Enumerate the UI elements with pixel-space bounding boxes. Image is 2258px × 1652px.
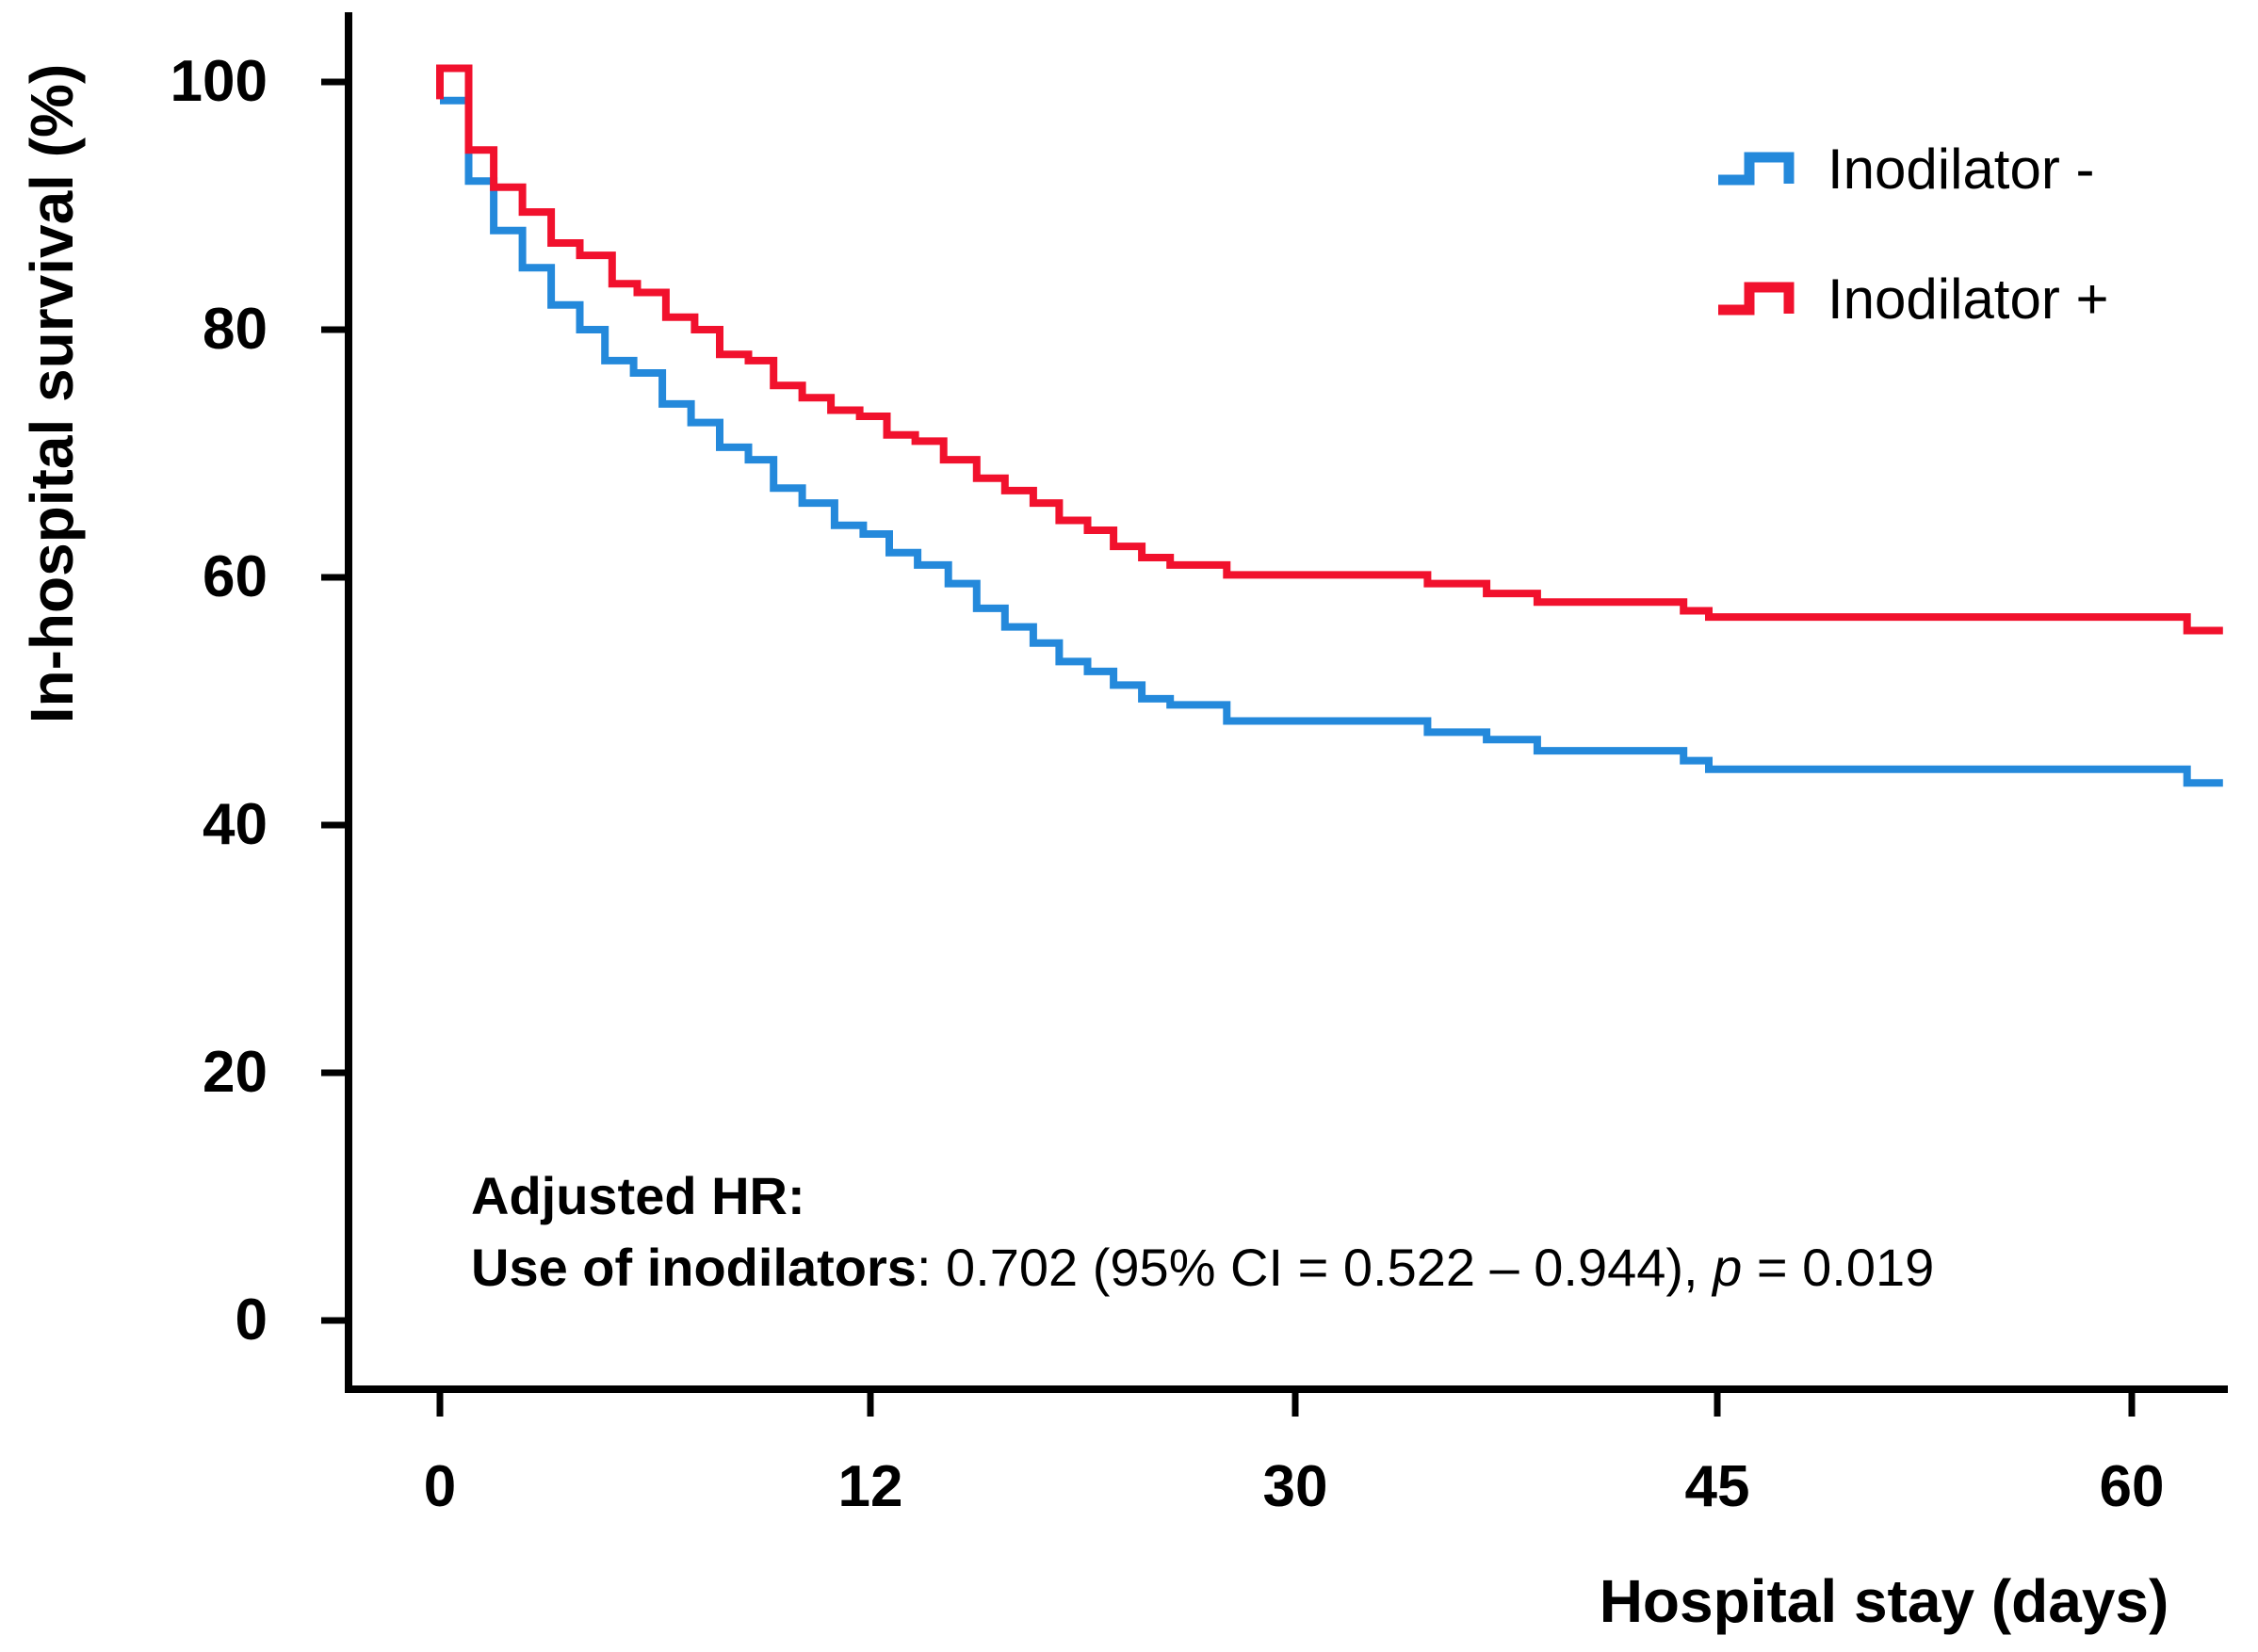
hazard-ratio-annotation: Adjusted HR: Use of inodilators: 0.702 (… (471, 1160, 1934, 1304)
x-tick-label-0: 0 (423, 1454, 457, 1519)
y-tick-label-40: 40 (203, 792, 268, 857)
x-tick-label-12: 12 (837, 1454, 903, 1519)
annotation-line-2: Use of inodilators: 0.702 (95% CI = 0.52… (471, 1238, 1935, 1298)
legend-item-inodilator-minus: Inodilator - (1714, 141, 2094, 198)
step-line-glyph-red (1718, 282, 1795, 316)
step-line-glyph-blue (1718, 152, 1795, 186)
legend-label: Inodilator + (1828, 267, 2109, 331)
km-curve-inodilator-plus (436, 64, 2223, 635)
legend-label: Inodilator - (1828, 138, 2095, 201)
annotation-line-1: Adjusted HR: (471, 1166, 805, 1225)
x-axis-title: Hospital stay (days) (1599, 1567, 2169, 1635)
x-tick-label-30: 30 (1262, 1454, 1328, 1519)
legend-item-inodilator-plus: Inodilator + (1714, 271, 2109, 328)
y-tick-label-80: 80 (203, 297, 268, 362)
y-tick-label-0: 0 (235, 1288, 268, 1352)
y-tick-label-100: 100 (170, 49, 268, 114)
km-curve-inodilator-minus (440, 96, 2223, 787)
x-tick-label-45: 45 (1684, 1454, 1750, 1519)
y-tick-label-20: 20 (203, 1040, 268, 1105)
x-tick-label-60: 60 (2099, 1454, 2165, 1519)
y-tick-label-60: 60 (203, 544, 268, 609)
y-axis-title: In-hospital survival (%) (18, 63, 86, 724)
